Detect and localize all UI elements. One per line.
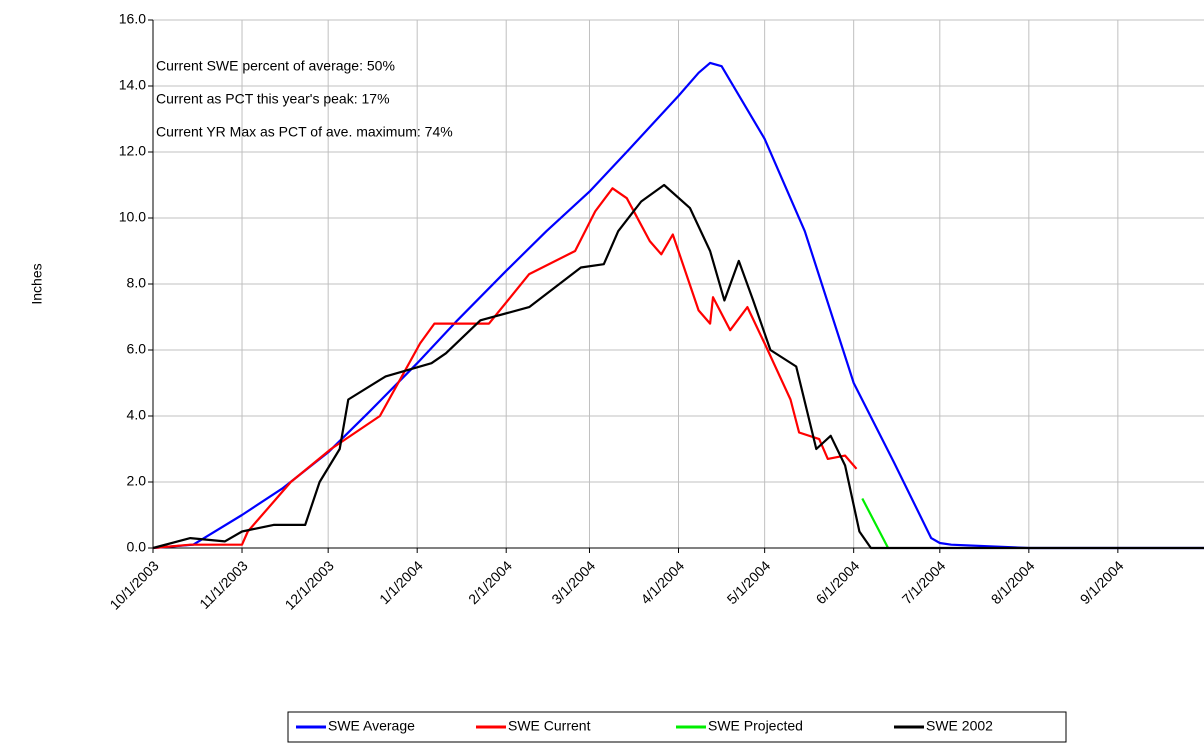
x-tick-label: 4/1/2004: [637, 557, 687, 607]
series-line: [152, 183, 1204, 550]
x-tick-label: 11/1/2003: [196, 557, 251, 612]
y-tick-label: 14.0: [119, 77, 146, 93]
y-tick-label: 4.0: [127, 407, 147, 423]
legend-label: SWE Average: [328, 718, 415, 734]
legend-label: SWE Current: [508, 718, 591, 734]
x-tick-label: 2/1/2004: [465, 557, 515, 607]
x-tick-label: 3/1/2004: [548, 557, 598, 607]
y-tick-label: 8.0: [127, 275, 147, 291]
x-tick-label: 5/1/2004: [724, 557, 774, 607]
y-tick-label: 6.0: [127, 341, 147, 357]
annotation: Current YR Max as PCT of ave. maximum: 7…: [156, 124, 453, 140]
legend-label: SWE Projected: [708, 718, 803, 734]
x-tick-label: 6/1/2004: [813, 557, 863, 607]
y-tick-label: 10.0: [119, 209, 146, 225]
y-axis-label: Inches: [29, 263, 45, 304]
x-tick-label: 1/1/2004: [376, 557, 426, 607]
x-tick-label: 7/1/2004: [899, 557, 949, 607]
annotation: Current SWE percent of average: 50%: [156, 58, 395, 74]
series-line: [152, 187, 858, 550]
annotation: Current as PCT this year's peak: 17%: [156, 91, 390, 107]
y-tick-label: 0.0: [127, 539, 147, 555]
x-tick-label: 8/1/2004: [988, 557, 1038, 607]
x-tick-label: 12/1/2003: [282, 557, 338, 613]
x-tick-label: 9/1/2004: [1077, 557, 1127, 607]
y-tick-label: 16.0: [119, 11, 146, 27]
series-line: [861, 497, 890, 549]
legend-label: SWE 2002: [926, 718, 993, 734]
y-tick-label: 2.0: [127, 473, 147, 489]
y-tick-label: 12.0: [119, 143, 146, 159]
x-tick-label: 10/1/2003: [106, 557, 162, 613]
